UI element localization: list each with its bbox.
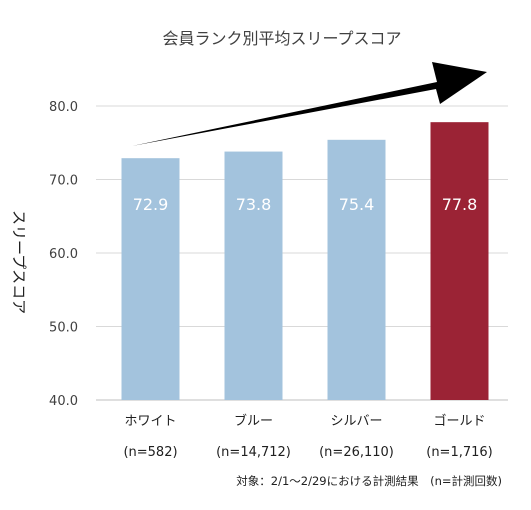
trend-arrow <box>132 62 487 146</box>
x-tick-label: シルバー <box>330 414 382 429</box>
x-count-label: (n=26,110) <box>319 445 394 460</box>
bar <box>327 139 386 400</box>
bar-value-label: 77.8 <box>442 195 478 214</box>
bar-value-label: 72.9 <box>133 195 169 214</box>
y-axis-label: スリープスコア <box>10 210 28 314</box>
chart-title: 会員ランク別平均スリープスコア <box>162 29 401 48</box>
y-tick-label: 70.0 <box>49 174 78 189</box>
x-count-label: (n=1,716) <box>426 445 493 460</box>
bars: 72.9 73.8 75.4 77.8 <box>121 122 489 401</box>
bar <box>224 151 283 400</box>
x-axis-labels: ホワイト (n=582) ブルー (n=14,712) シルバー (n=26,110) ゴー… <box>123 413 492 460</box>
y-tick-label: 40.0 <box>49 394 78 409</box>
bar <box>430 122 489 401</box>
x-tick-label: ゴールド <box>433 413 485 429</box>
bar-value-label: 75.4 <box>339 195 375 214</box>
x-tick-label: ホワイト <box>124 414 176 429</box>
bar <box>121 158 180 400</box>
chart-annotation: 対象：2/1～2/29における計測結果 (n=計測回数) <box>236 474 502 488</box>
y-axis-ticks: 40.0 50.0 60.0 70.0 80.0 <box>49 100 78 409</box>
x-count-label: (n=14,712) <box>216 445 291 460</box>
trend-arrow-shape <box>132 62 487 146</box>
x-tick-label: ブルー <box>234 413 273 429</box>
y-tick-label: 80.0 <box>49 100 78 115</box>
y-tick-label: 60.0 <box>49 247 78 262</box>
bar-value-label: 73.8 <box>236 195 272 214</box>
y-tick-label: 50.0 <box>49 321 78 336</box>
x-count-label: (n=582) <box>123 445 177 460</box>
